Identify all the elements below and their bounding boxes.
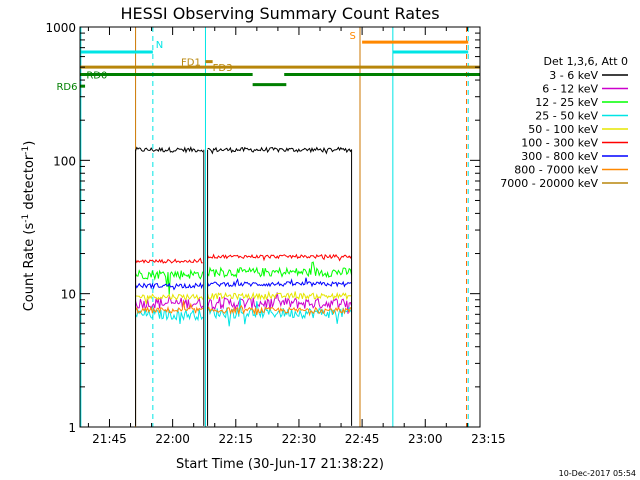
y-axis-label-mid: detector: [22, 154, 37, 214]
x-tick-label-4: 22:45: [345, 432, 380, 446]
legend-label-2: 6 - 12 keV: [542, 83, 598, 96]
legend-title: Det 1,3,6, Att 0: [544, 55, 628, 68]
legend-label-8: 800 - 7000 keV: [514, 164, 598, 177]
legend-label-1: 3 - 6 keV: [549, 69, 598, 82]
y-tick-label-2: 100: [53, 154, 76, 168]
legend-label-6: 100 - 300 keV: [521, 137, 598, 150]
chart-title: HESSI Observing Summary Count Rates: [120, 4, 439, 23]
x-tick-label-1: 22:00: [155, 432, 190, 446]
series-line-6-segment-2: [207, 253, 353, 262]
series-line-5-segment-2: [207, 290, 352, 301]
legend-label-9: 7000 - 20000 keV: [500, 177, 598, 190]
y-tick-label-3: 1000: [45, 21, 76, 35]
x-tick-label-5: 23:00: [408, 432, 443, 446]
series-line-1-segment-2: [207, 146, 353, 155]
x-tick-label-6: 23:15: [471, 432, 506, 446]
series-line-7-segment-1: [135, 281, 204, 291]
y-axis-label-exp2: -1: [21, 146, 31, 155]
series-line-2-segment-2: [207, 292, 353, 314]
series-line-1-segment-1: [135, 145, 204, 154]
y-axis-label-main: Count Rate (s: [22, 223, 37, 312]
flag-label-rd6: RD6: [56, 82, 77, 93]
series-line-3-segment-2: [207, 261, 353, 279]
x-tick-label-3: 22:30: [282, 432, 317, 446]
series-line-6-segment-1: [135, 257, 203, 264]
x-axis-label: Start Time (30-Jun-17 21:38:22): [176, 457, 384, 472]
series-line-8-segment-1: [135, 300, 204, 315]
legend-label-4: 25 - 50 keV: [535, 110, 598, 123]
y-tick-label-1: 10: [61, 288, 76, 302]
y-tick-label-0: 1: [68, 421, 76, 435]
footer-date: 10-Dec-2017 05:54: [559, 469, 636, 478]
y-axis-label-end: ): [22, 141, 37, 146]
legend-label-3: 12 - 25 keV: [535, 96, 598, 109]
x-tick-label-2: 22:15: [218, 432, 253, 446]
y-axis-label: Count Rate (s-1 detector-1): [21, 141, 37, 312]
flag-label-fd1: FD1: [181, 58, 201, 69]
series-line-7-segment-2: [207, 277, 352, 288]
y-axis-label-exp1: -1: [21, 214, 31, 223]
series-line-4-segment-1: [135, 308, 204, 325]
flag-label-s: S: [349, 31, 355, 42]
series-line-5-segment-1: [135, 293, 204, 305]
legend-label-7: 300 - 800 keV: [521, 150, 598, 163]
legend-label-5: 50 - 100 keV: [528, 123, 598, 136]
axes: 21:45 22:00 22:15 22:30 22:45 23:00 23:15 1 10 10…: [45, 21, 505, 446]
flag-label-rd0: RD0: [86, 71, 107, 82]
plot-content: [80, 27, 480, 427]
flag-label-fd3: FD3: [213, 63, 233, 74]
plot-area: N S FD1 FD3 RD0 RD6: [56, 27, 480, 427]
flag-label-n: N: [156, 40, 163, 51]
plot-frame: [79, 26, 481, 428]
x-tick-label-0: 21:45: [92, 432, 127, 446]
series-line-8-segment-2: [207, 304, 352, 317]
